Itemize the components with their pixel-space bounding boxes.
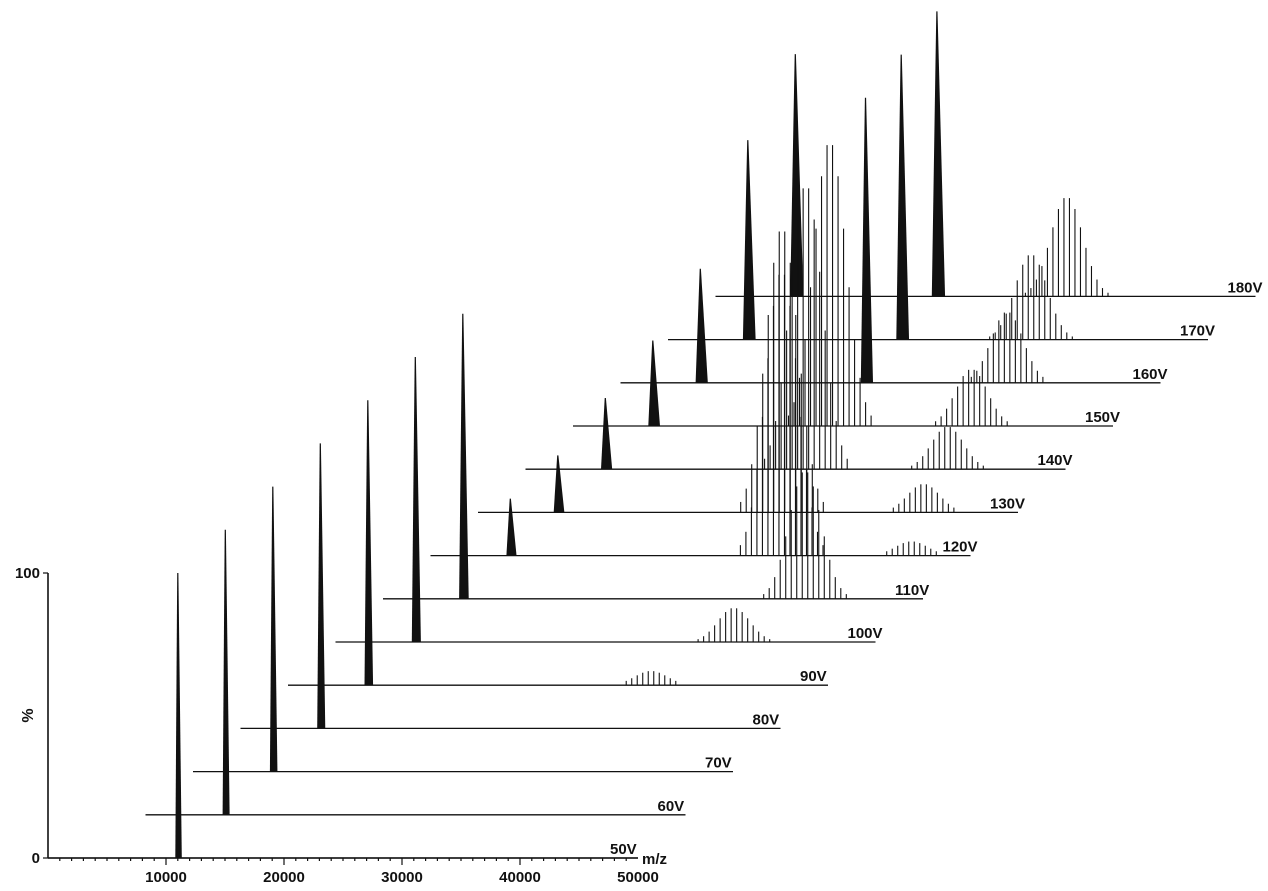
series-label-180V: 180V: [1228, 279, 1263, 296]
peak-180V-1: [931, 11, 946, 297]
series-label-70V: 70V: [705, 755, 732, 772]
series-label-160V: 160V: [1133, 366, 1168, 383]
spectrum-110V: [383, 313, 923, 600]
series-label-170V: 170V: [1180, 323, 1215, 340]
spectrum-170V: [668, 54, 1208, 341]
series-label-120V: 120V: [943, 539, 978, 556]
spectrum-120V: [430, 274, 971, 557]
x-tick-label-20000: 20000: [263, 869, 305, 886]
series-label-110V: 110V: [895, 582, 929, 599]
x-tick-label-50000: 50000: [617, 869, 659, 886]
spectrum-60V: [145, 529, 686, 816]
peak-160V-0: [695, 268, 708, 383]
peak-90V-0: [364, 400, 374, 686]
peak-100V-0: [411, 357, 421, 642]
peak-80V-0: [317, 443, 326, 729]
series-label-150V: 150V: [1085, 409, 1120, 426]
peak-60V-0: [222, 529, 230, 815]
peak-150V-0: [648, 340, 660, 426]
series-label-60V: 60V: [658, 798, 685, 815]
spectrum-90V: [288, 400, 828, 686]
x-tick-label-10000: 10000: [145, 869, 187, 886]
peak-140V-0: [601, 397, 613, 470]
peak-50V-0: [175, 573, 182, 858]
peak-180V-0: [790, 54, 804, 297]
y-tick-label-100: 100: [15, 565, 40, 582]
x-axis-label: m/z: [642, 851, 667, 868]
spectrum-180V: [715, 11, 1256, 298]
series-label-140V: 140V: [1038, 452, 1073, 469]
spectrum-100V: [335, 357, 876, 643]
spectrum-150V: [573, 145, 1113, 427]
spectrum-70V: [193, 486, 733, 773]
peak-170V-1: [896, 54, 910, 340]
peak-160V-1: [860, 97, 874, 383]
series-label-80V: 80V: [753, 711, 780, 728]
x-tick-label-40000: 40000: [499, 869, 541, 886]
series-label-90V: 90V: [800, 668, 827, 685]
y-axis-label: %: [20, 708, 37, 722]
series-label-130V: 130V: [990, 495, 1025, 512]
spectrum-160V: [620, 97, 1161, 384]
x-tick-label-30000: 30000: [381, 869, 423, 886]
peak-170V-0: [742, 140, 756, 340]
series-label-50V: 50V: [610, 841, 637, 858]
spectrum-140V: [525, 188, 1066, 470]
spectrum-80V: [240, 443, 781, 730]
y-tick-label-0: 0: [32, 850, 40, 867]
peak-130V-0: [553, 455, 565, 513]
series-label-100V: 100V: [848, 625, 883, 642]
peak-110V-0: [459, 313, 469, 599]
peak-70V-0: [269, 486, 278, 772]
peak-120V-0: [506, 498, 517, 556]
